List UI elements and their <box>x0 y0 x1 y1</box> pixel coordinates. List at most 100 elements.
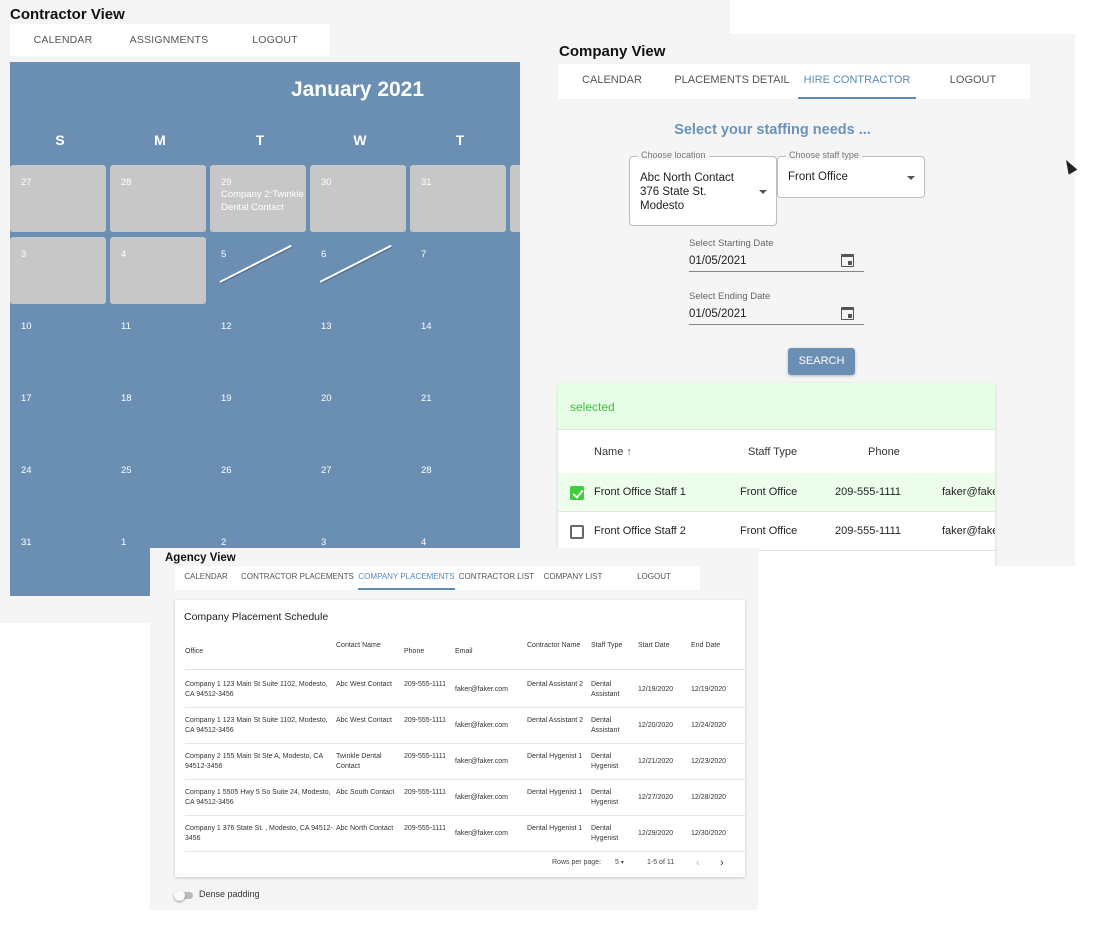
calendar-day-cell[interactable]: 17 <box>10 381 106 448</box>
day-number: 30 <box>321 177 332 188</box>
day-number: 18 <box>121 393 132 404</box>
table-row[interactable]: Front Office Staff 1 Front Office 209-555-… <box>558 473 995 512</box>
calendar-day-cell[interactable]: 4 <box>110 237 206 304</box>
calendar-day-cell[interactable]: 27 <box>310 453 406 520</box>
calendar-day-cell[interactable]: 26 <box>210 453 306 520</box>
calendar-day-cell[interactable]: 12 <box>210 309 306 376</box>
tab-calendar[interactable]: CALENDAR <box>184 572 228 581</box>
tab-contractor-placements[interactable]: CONTRACTOR PLACEMENTS <box>241 572 354 581</box>
day-number: 19 <box>221 393 232 404</box>
calendar-day-cell[interactable]: 19 <box>210 381 306 448</box>
calendar-day-cell[interactable]: 24 <box>10 453 106 520</box>
cell-contact: Twinkle Dental Contact <box>336 753 382 770</box>
tab-logout[interactable]: LOGOUT <box>252 34 298 46</box>
calendar-day-cell[interactable]: 13 <box>310 309 406 376</box>
table-row[interactable]: Company 1 123 Main St Suite 1102, Modest… <box>185 708 745 744</box>
day-number: 6 <box>321 249 327 260</box>
column-header: Staff Type <box>591 642 623 649</box>
end-date-field[interactable]: Select Ending Date 01/05/2021 <box>689 291 864 325</box>
cell-phone: 209-555-1111 <box>404 753 447 760</box>
start-date-field[interactable]: Select Starting Date 01/05/2021 <box>689 238 864 272</box>
start-date-label: Select Starting Date <box>689 238 774 249</box>
location-select-value: Abc North Contact 376 State St. Modesto <box>640 172 734 212</box>
calendar-day-cell[interactable]: 30 <box>310 165 406 232</box>
tab-calendar[interactable]: CALENDAR <box>582 74 642 86</box>
day-number: 24 <box>21 465 32 476</box>
tab-assignments[interactable]: ASSIGNMENTS <box>129 34 209 46</box>
calendar-icon[interactable] <box>841 254 854 267</box>
cell-office: Company 1 123 Main St Suite 1102, Modest… <box>185 717 328 734</box>
rows-per-page-select[interactable]: 5 ▾ <box>615 859 624 866</box>
row-checkbox[interactable] <box>570 525 584 539</box>
location-select[interactable]: Choose location Abc North Contact 376 St… <box>629 150 777 226</box>
chevron-left-icon[interactable]: ‹ <box>696 857 700 869</box>
cell-contact: Abc West Contact <box>336 681 392 688</box>
row-staff-type: Front Office <box>740 525 798 537</box>
tab-logout[interactable]: LOGOUT <box>949 74 997 86</box>
calendar-day-cell[interactable]: 31 <box>410 165 506 232</box>
table-row[interactable]: Company 2 155 Main St Ste A, Modesto, CA… <box>185 744 745 780</box>
cell-staff: Dental Assistant <box>591 681 620 698</box>
calendar-day-cell[interactable]: 21 <box>410 381 506 448</box>
column-header-name[interactable]: Name ↑ <box>594 446 632 458</box>
calendar-grid: 27 28 29 Company 2:Twinkle Dental Contact 30… <box>10 165 520 592</box>
table-row[interactable]: Company 1 5505 Hwy 5 So Suite 24, Modest… <box>185 780 745 816</box>
table-row[interactable]: Front Office Staff 2 Front Office 209-555-… <box>558 512 995 551</box>
calendar-day-cell[interactable] <box>510 237 520 304</box>
calendar-day-cell[interactable]: 31 <box>10 525 106 592</box>
day-number: 31 <box>21 537 32 548</box>
calendar-day-cell[interactable]: 27 <box>10 165 106 232</box>
weekday-label: T <box>255 132 265 148</box>
cell-contractor: Dental Hygenist 1 <box>527 789 583 796</box>
tab-company-list[interactable]: COMPANY LIST <box>543 572 603 581</box>
tab-contractor-list[interactable]: CONTRACTOR LIST <box>458 572 535 581</box>
calendar-day-cell[interactable]: 14 <box>410 309 506 376</box>
calendar-day-cell[interactable]: 6 <box>310 237 406 304</box>
table-row[interactable]: Company 1 123 Main St Suite 1102, Modest… <box>185 672 745 708</box>
day-number: 13 <box>321 321 332 332</box>
tab-calendar[interactable]: CALENDAR <box>33 34 93 46</box>
calendar-day-cell[interactable] <box>510 453 520 520</box>
search-button[interactable]: SEARCH <box>788 348 855 375</box>
calendar-day-cell[interactable]: 25 <box>110 453 206 520</box>
calendar-day-cell[interactable]: 10 <box>10 309 106 376</box>
calendar-day-cell[interactable]: 7 <box>410 237 506 304</box>
column-header-phone[interactable]: Phone <box>868 446 900 458</box>
day-number: 12 <box>221 321 232 332</box>
calendar-day-cell[interactable] <box>510 165 520 232</box>
table-row[interactable]: Company 1 376 State St. , Modesto, CA 94… <box>185 816 745 852</box>
calendar-day-cell[interactable]: 18 <box>110 381 206 448</box>
calendar-day-cell[interactable]: 5 <box>210 237 306 304</box>
column-header-staff-type[interactable]: Staff Type <box>748 446 798 458</box>
cell-email: faker@faker.com <box>455 830 509 837</box>
calendar-day-cell[interactable]: 20 <box>310 381 406 448</box>
calendar-day-cell[interactable] <box>510 309 520 376</box>
calendar-day-cell[interactable]: 28 <box>410 453 506 520</box>
tab-placements-detail[interactable]: PLACEMENTS DETAIL <box>674 74 790 86</box>
calendar-day-cell[interactable] <box>510 381 520 448</box>
calendar-icon[interactable] <box>841 307 854 320</box>
calendar-event[interactable]: Company 2:Twinkle Dental Contact <box>221 189 304 213</box>
column-header: Email <box>455 648 473 655</box>
dense-padding-switch-knob[interactable] <box>174 890 185 901</box>
agency-view-panel: Agency View CALENDAR CONTRACTOR PLACEMEN… <box>150 548 758 910</box>
calendar-day-cell[interactable]: 3 <box>10 237 106 304</box>
tab-hire-contractor[interactable]: HIRE CONTRACTOR <box>798 64 916 99</box>
staff-type-select[interactable]: Choose staff type Front Office <box>777 150 925 198</box>
tab-logout[interactable]: LOGOUT <box>637 572 671 581</box>
calendar-day-cell[interactable]: 29 Company 2:Twinkle Dental Contact <box>210 165 306 232</box>
day-number: 7 <box>421 249 427 260</box>
staffing-heading: Select your staffing needs ... <box>674 122 871 138</box>
staff-type-select-value: Front Office <box>788 171 848 183</box>
day-number: 27 <box>21 177 32 188</box>
cell-contractor: Dental Hygenist 1 <box>527 825 583 832</box>
cell-end: 12/19/2020 <box>691 686 727 693</box>
day-number: 2 <box>221 537 227 548</box>
calendar-day-cell[interactable]: 11 <box>110 309 206 376</box>
chevron-right-icon[interactable]: › <box>720 857 724 869</box>
calendar-day-cell[interactable]: 28 <box>110 165 206 232</box>
cell-start: 12/29/2020 <box>638 830 674 837</box>
tab-company-placements[interactable]: COMPANY PLACEMENTS <box>358 566 455 590</box>
row-checkbox[interactable] <box>570 486 584 500</box>
